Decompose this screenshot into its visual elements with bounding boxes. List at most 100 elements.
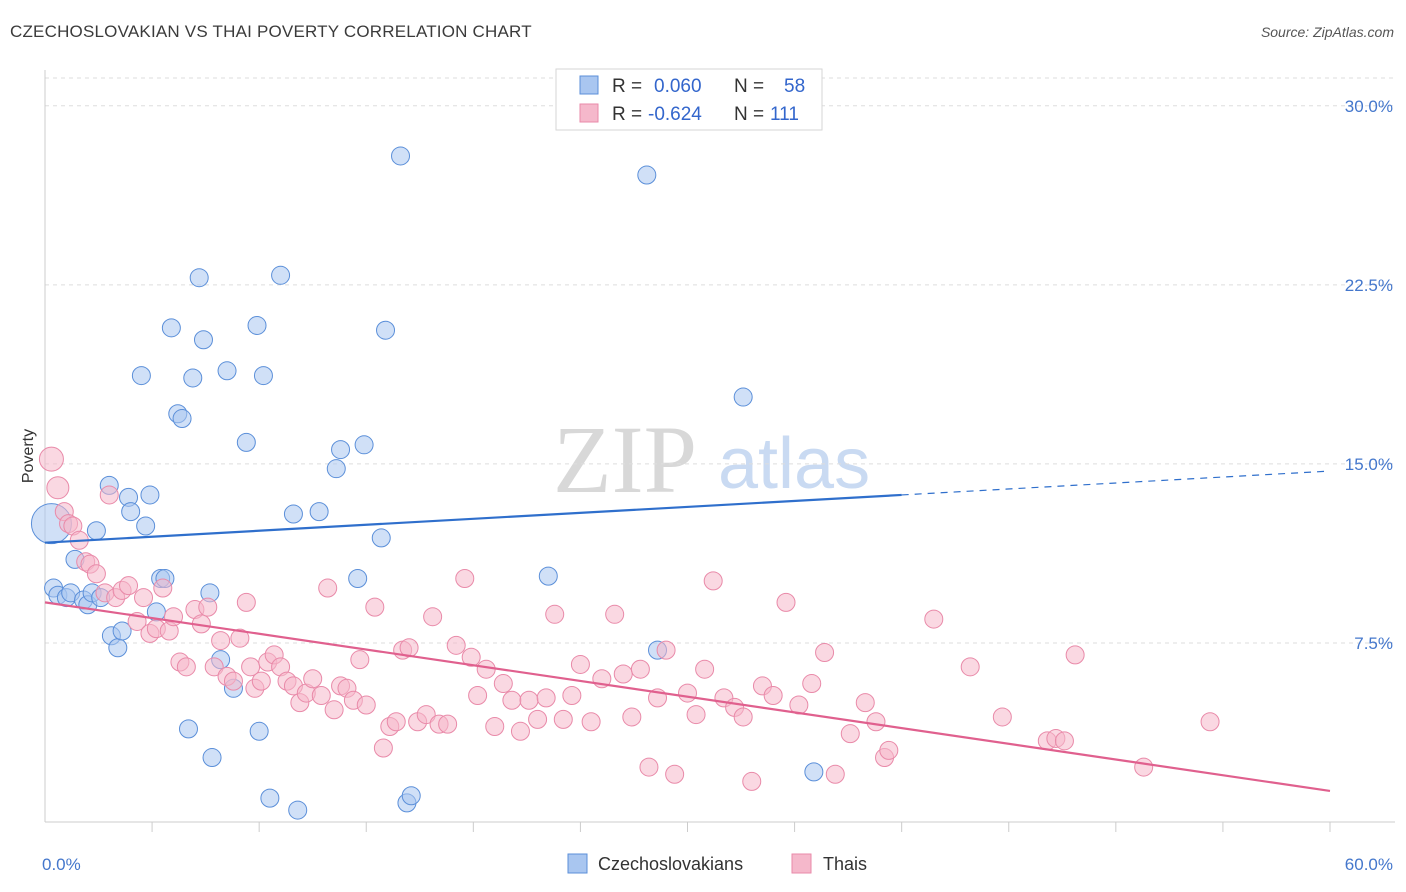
data-point	[423, 607, 443, 627]
data-point	[703, 571, 723, 591]
data-point	[686, 705, 706, 725]
axes	[44, 70, 1395, 832]
data-point	[678, 683, 697, 703]
bottom-legend-swatch-czechoslovakians	[567, 853, 588, 874]
watermark: ZIP atlas	[553, 406, 870, 513]
data-point	[581, 712, 601, 732]
data-point	[236, 592, 256, 612]
data-point	[193, 330, 213, 350]
data-point	[763, 685, 783, 705]
data-point	[656, 640, 676, 660]
data-point	[211, 631, 231, 651]
data-point	[176, 657, 196, 677]
data-point	[502, 690, 522, 710]
data-point	[356, 695, 376, 715]
data-point	[605, 604, 625, 624]
legend-r-value: 0.060	[654, 76, 702, 97]
data-point	[371, 528, 391, 548]
legend-box	[555, 68, 823, 131]
data-point	[536, 688, 556, 708]
data-point	[1134, 757, 1154, 777]
legend-n-label: N =	[734, 76, 764, 97]
data-point	[136, 516, 156, 536]
data-point	[271, 265, 291, 285]
data-point	[510, 721, 530, 741]
data-point	[825, 764, 845, 784]
data-point	[365, 597, 385, 617]
data-point	[733, 387, 753, 407]
data-point	[236, 432, 256, 452]
watermark-zip: ZIP	[553, 406, 697, 513]
data-point	[251, 671, 271, 691]
series-thais	[38, 446, 1220, 791]
data-point	[855, 693, 875, 713]
data-point	[373, 738, 393, 758]
data-point	[283, 504, 303, 524]
series-czechoslovakians	[30, 146, 824, 820]
legend: R = 0.060 N = 58 R = -0.624 N = 111	[555, 68, 823, 131]
y-tick-label: 15.0%	[1345, 455, 1393, 474]
bottom-legend: Czechoslovakians Thais	[567, 853, 867, 874]
legend-n-value: 111	[770, 104, 799, 125]
legend-r-label: R =	[612, 76, 642, 97]
data-point	[401, 786, 421, 806]
x-tick-label: 0.0%	[42, 855, 81, 874]
legend-n-label: N =	[734, 104, 764, 125]
source-credit: Source: ZipAtlas.com	[1260, 24, 1394, 40]
data-point	[140, 485, 160, 505]
data-point	[161, 318, 181, 338]
data-point	[348, 568, 368, 588]
data-point	[695, 659, 715, 679]
data-point	[630, 659, 650, 679]
data-point	[324, 700, 344, 720]
data-point	[519, 690, 539, 710]
data-point	[802, 674, 822, 694]
data-point	[776, 592, 796, 612]
bottom-legend-swatch-thais	[791, 853, 812, 874]
data-point	[485, 717, 505, 737]
data-point	[438, 714, 458, 734]
data-point	[230, 628, 250, 648]
data-point	[637, 165, 657, 185]
data-point	[924, 609, 944, 629]
data-point	[134, 588, 154, 608]
data-point	[249, 721, 269, 741]
data-point	[350, 650, 370, 670]
data-point	[86, 521, 106, 541]
data-point	[1200, 712, 1220, 732]
data-point	[840, 724, 860, 744]
data-point	[331, 440, 351, 460]
data-point	[354, 435, 374, 455]
data-point	[1054, 731, 1074, 751]
y-tick-label: 7.5%	[1354, 634, 1393, 653]
x-tick-label: 60.0%	[1345, 855, 1393, 874]
data-point	[992, 707, 1012, 727]
data-point	[309, 502, 329, 522]
y-tick-label: 22.5%	[1345, 276, 1393, 295]
data-point	[198, 597, 218, 617]
data-point	[570, 654, 590, 674]
data-point	[38, 446, 64, 472]
data-point	[815, 643, 835, 663]
data-point	[204, 657, 224, 677]
bottom-legend-label-czechoslovakians: Czechoslovakians	[598, 854, 743, 874]
data-point	[253, 366, 273, 386]
y-tick-labels: 7.5% 15.0% 22.5% 30.0%	[1345, 97, 1393, 653]
data-point	[493, 674, 513, 694]
data-point	[866, 712, 886, 732]
data-point	[247, 315, 267, 335]
data-point	[386, 712, 406, 732]
data-point	[446, 635, 466, 655]
data-point	[733, 707, 753, 727]
bottom-legend-label-thais: Thais	[823, 854, 867, 874]
trend-extension-czechoslovakians	[901, 470, 1331, 496]
data-point	[223, 671, 243, 691]
x-tick-labels: 0.0% 60.0%	[42, 855, 1393, 874]
data-point	[879, 740, 899, 760]
data-point	[202, 748, 222, 768]
gridlines	[45, 77, 1395, 644]
data-point	[326, 459, 346, 479]
data-point	[461, 647, 481, 667]
data-point	[260, 788, 280, 808]
